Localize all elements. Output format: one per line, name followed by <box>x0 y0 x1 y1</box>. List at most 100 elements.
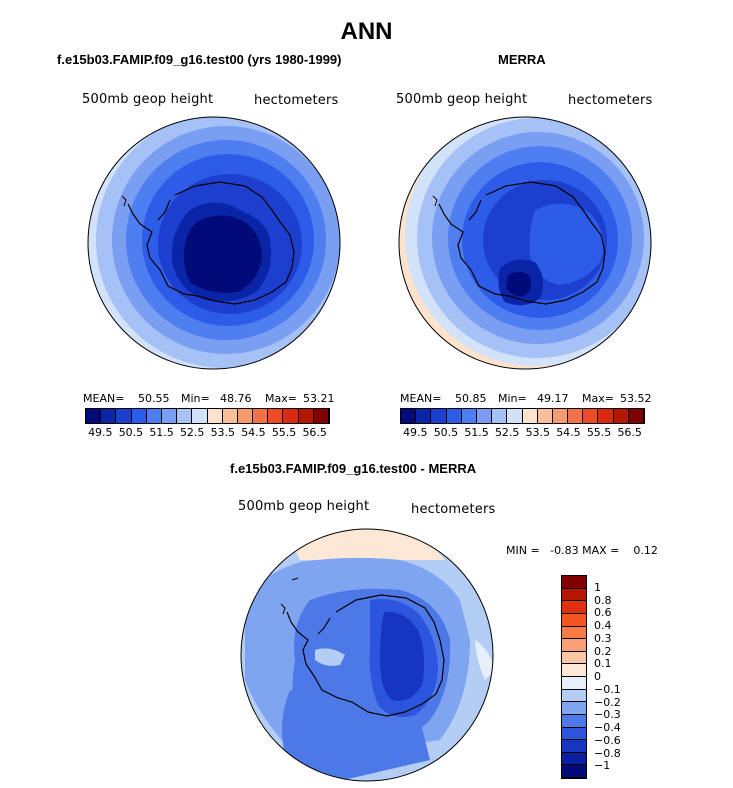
colorbar-swatch <box>131 409 147 423</box>
panel1-colorbar <box>85 408 330 424</box>
colorbar-swatch <box>562 639 586 652</box>
colorbar-swatch <box>492 409 508 423</box>
panel2-colorbar <box>400 408 645 424</box>
colorbar-swatch <box>598 409 614 423</box>
colorbar-swatch <box>562 752 586 766</box>
panel1-colorbar-ticks: 49.5 50.5 51.5 52.5 53.5 54.5 55.5 56.5 <box>85 426 330 440</box>
panel2-min-value: 49.17 <box>537 392 569 405</box>
colorbar-swatch <box>461 409 477 423</box>
colorbar-swatch <box>562 740 586 753</box>
colorbar-tick-label: −0.1 <box>594 682 621 696</box>
panel2-colorbar-ticks: 49.5 50.5 51.5 52.5 53.5 54.5 55.5 56.5 <box>400 426 645 440</box>
colorbar-tick-label: 52.5 <box>179 426 205 439</box>
colorbar-tick-label: 56.5 <box>617 426 642 439</box>
colorbar-tick-label: 1 <box>594 580 601 594</box>
panel3-title: f.e15b03.FAMIP.f09_g16.test00 - MERRA <box>230 461 477 476</box>
colorbar-swatch <box>507 409 523 423</box>
colorbar-tick-label: 54.5 <box>556 426 581 439</box>
panel2-max-label: Max= <box>582 392 614 405</box>
panel2-min-label: Min= <box>498 392 527 405</box>
panel2-mean-value: 50.85 <box>455 392 487 405</box>
panel1-min-label: Min= <box>181 392 210 405</box>
panel1-max-label: Max= <box>265 392 297 405</box>
panel1-min-value: 48.76 <box>220 392 252 405</box>
panel1-variable-label: 500mb geop height <box>82 92 214 107</box>
colorbar-swatch <box>562 689 586 703</box>
panel3-variable-label: 500mb geop height <box>238 499 370 514</box>
colorbar-swatch <box>446 409 462 423</box>
panel2-coastline <box>438 181 606 305</box>
colorbar-swatch <box>161 409 178 423</box>
colorbar-swatch <box>298 409 314 423</box>
colorbar-tick-label: 50.5 <box>118 426 144 439</box>
colorbar-tick-label: 53.5 <box>525 426 551 439</box>
colorbar-swatch <box>268 409 284 423</box>
colorbar-swatch <box>552 409 569 423</box>
panel3-units-label: hectometers <box>411 502 496 517</box>
colorbar-tick-label: 51.5 <box>464 426 489 439</box>
figure-title: ANN <box>340 18 393 45</box>
panel1-mean-value: 50.55 <box>138 392 170 405</box>
panel1-mean-label: MEAN= <box>83 392 125 405</box>
colorbar-tick-label: 51.5 <box>149 426 174 439</box>
colorbar-swatch <box>562 576 586 589</box>
panel1-title: f.e15b03.FAMIP.f09_g16.test00 (yrs 1980-… <box>57 52 342 67</box>
panel2-mean-label: MEAN= <box>400 392 442 405</box>
panel3-minmax-text: MIN = -0.83 MAX = 0.12 <box>506 544 658 557</box>
colorbar-tick-label: 55.5 <box>271 426 297 439</box>
colorbar-swatch <box>562 588 586 602</box>
colorbar-swatch <box>522 409 538 423</box>
colorbar-swatch <box>562 651 586 665</box>
colorbar-swatch <box>431 409 447 423</box>
colorbar-swatch <box>401 409 417 423</box>
colorbar-swatch <box>562 664 586 677</box>
colorbar-swatch <box>568 409 584 423</box>
colorbar-swatch <box>177 409 193 423</box>
panel2-variable-label: 500mb geop height <box>396 92 528 107</box>
colorbar-swatch <box>476 409 493 423</box>
colorbar-swatch <box>562 613 586 627</box>
colorbar-tick-label: 0.2 <box>594 644 612 658</box>
colorbar-tick-label: −0.3 <box>594 708 621 722</box>
colorbar-tick-label: −0.6 <box>594 733 621 747</box>
colorbar-swatch <box>583 409 599 423</box>
colorbar-tick-label: 0 <box>594 670 601 683</box>
colorbar-tick-label: 0.8 <box>594 593 612 607</box>
colorbar-swatch <box>613 409 629 423</box>
colorbar-swatch <box>562 702 586 715</box>
colorbar-swatch <box>628 409 644 423</box>
colorbar-tick-label: 50.5 <box>433 426 459 439</box>
colorbar-swatch <box>86 409 102 423</box>
colorbar-swatch <box>562 601 586 614</box>
colorbar-tick-label: 49.5 <box>88 426 113 439</box>
colorbar-swatch <box>222 409 238 423</box>
colorbar-swatch <box>562 765 586 778</box>
colorbar-tick-label: 53.5 <box>210 426 236 439</box>
colorbar-tick-label: −0.8 <box>594 746 621 760</box>
colorbar-swatch <box>283 409 299 423</box>
colorbar-swatch <box>562 677 586 690</box>
colorbar-tick-label: −1 <box>594 759 611 773</box>
colorbar-tick-label: 54.5 <box>241 426 266 439</box>
panel3-coastline <box>286 594 445 717</box>
panel2-title: MERRA <box>498 52 546 67</box>
colorbar-swatch <box>562 626 586 640</box>
colorbar-swatch <box>416 409 432 423</box>
panel1-max-value: 53.21 <box>303 392 335 405</box>
colorbar-swatch <box>537 409 553 423</box>
colorbar-tick-label: −0.2 <box>594 695 621 709</box>
colorbar-swatch <box>253 409 269 423</box>
colorbar-tick-label: 0.4 <box>594 619 612 632</box>
colorbar-swatch <box>101 409 117 423</box>
colorbar-tick-label: 0.1 <box>594 657 612 671</box>
colorbar-swatch <box>207 409 223 423</box>
colorbar-swatch <box>562 714 586 728</box>
panel2-units-label: hectometers <box>568 93 653 108</box>
colorbar-tick-label: 55.5 <box>586 426 612 439</box>
colorbar-swatch <box>562 727 586 741</box>
colorbar-swatch <box>313 409 329 423</box>
panel1-coastline <box>127 181 295 305</box>
panel1-units-label: hectometers <box>254 93 339 108</box>
